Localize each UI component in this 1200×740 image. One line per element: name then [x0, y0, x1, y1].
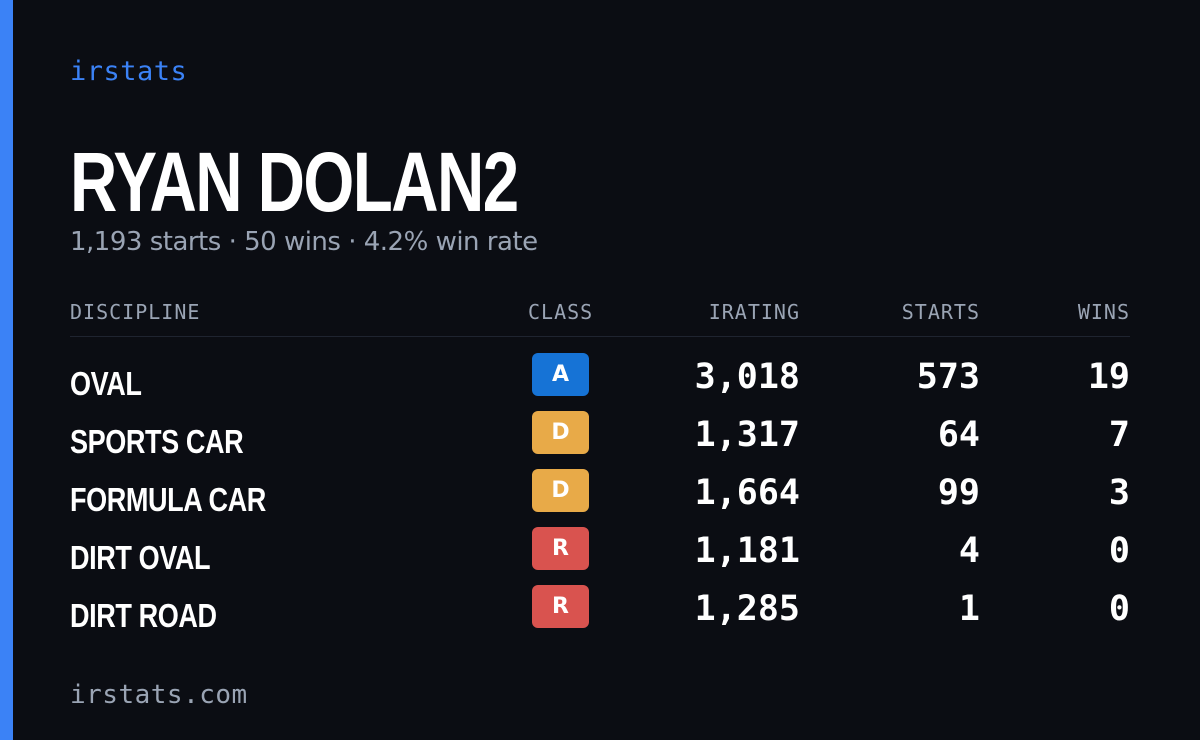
header-class: CLASS — [528, 300, 594, 324]
table-header: DISCIPLINE CLASS IRATING STARTS WINS — [70, 298, 1130, 337]
irating-value: 1,181 — [694, 531, 800, 571]
irating-value: 1,664 — [694, 473, 800, 513]
irating-value: 1,285 — [694, 589, 800, 629]
discipline-name: DIRT ROAD — [70, 597, 217, 634]
header-wins: WINS — [1077, 300, 1130, 324]
discipline-name: FORMULA CAR — [70, 481, 266, 518]
class-badge: A — [532, 353, 589, 396]
player-name: RYAN DOLAN2 — [70, 135, 519, 229]
header-discipline: DISCIPLINE — [70, 300, 201, 324]
irating-value: 1,317 — [694, 415, 800, 455]
header-irating: IRATING — [708, 300, 800, 324]
wins-value: 0 — [1108, 589, 1130, 629]
irating-value: 3,018 — [694, 357, 800, 397]
discipline-name: DIRT OVAL — [70, 539, 211, 576]
discipline-name: SPORTS CAR — [70, 423, 244, 460]
brand-logo-text: irstats — [70, 56, 188, 87]
wins-value: 3 — [1108, 473, 1130, 513]
starts-value: 1 — [958, 589, 980, 629]
table-row: SPORTS CAR D 1,317 64 7 — [70, 411, 1130, 469]
player-summary: 1,193 starts · 50 wins · 4.2% win rate — [70, 227, 538, 257]
table-row: DIRT ROAD R 1,285 1 0 — [70, 585, 1130, 643]
header-starts: STARTS — [901, 300, 980, 324]
class-badge: D — [532, 469, 589, 512]
starts-value: 573 — [916, 357, 980, 397]
class-badge: R — [532, 585, 589, 628]
starts-value: 99 — [937, 473, 980, 513]
starts-value: 4 — [958, 531, 980, 571]
wins-value: 0 — [1108, 531, 1130, 571]
footer-url: irstats.com — [70, 680, 248, 710]
table-row: OVAL A 3,018 573 19 — [70, 353, 1130, 411]
class-badge: R — [532, 527, 589, 570]
stats-table: DISCIPLINE CLASS IRATING STARTS WINS OVA… — [70, 298, 1130, 643]
class-badge: D — [532, 411, 589, 454]
accent-bar — [0, 0, 13, 740]
starts-value: 64 — [937, 415, 980, 455]
table-row: FORMULA CAR D 1,664 99 3 — [70, 469, 1130, 527]
table-body: OVAL A 3,018 573 19 SPORTS CAR D 1,317 6… — [70, 353, 1130, 643]
wins-value: 7 — [1108, 415, 1130, 455]
table-row: DIRT OVAL R 1,181 4 0 — [70, 527, 1130, 585]
wins-value: 19 — [1087, 357, 1130, 397]
discipline-name: OVAL — [70, 365, 142, 402]
